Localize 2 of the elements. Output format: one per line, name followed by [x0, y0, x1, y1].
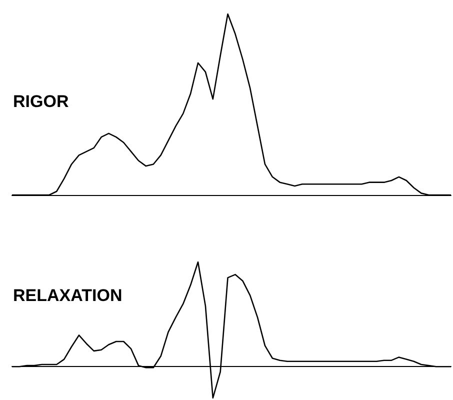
text: RELAXATION: [13, 286, 122, 305]
text: RIGOR: [13, 92, 69, 111]
